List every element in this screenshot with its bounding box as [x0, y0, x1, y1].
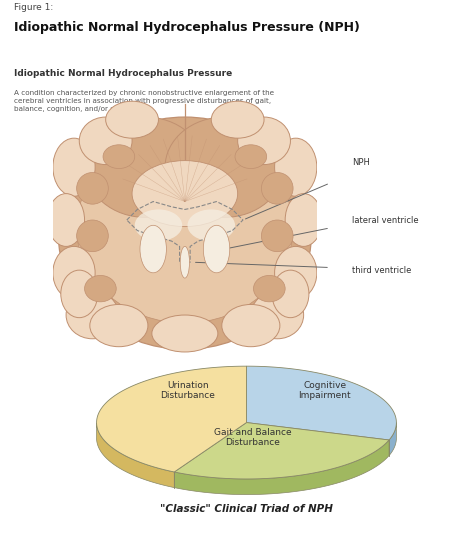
Ellipse shape [47, 193, 84, 246]
Ellipse shape [274, 138, 317, 196]
Ellipse shape [188, 209, 235, 241]
Ellipse shape [237, 117, 291, 165]
Ellipse shape [77, 220, 109, 252]
Polygon shape [97, 366, 246, 472]
Text: Cognitive
Impairment: Cognitive Impairment [298, 381, 351, 400]
Text: NPH: NPH [352, 158, 370, 167]
Ellipse shape [274, 246, 317, 299]
Polygon shape [246, 366, 396, 440]
Text: lateral ventricle: lateral ventricle [352, 216, 419, 225]
Ellipse shape [211, 101, 264, 138]
Polygon shape [389, 423, 396, 456]
Polygon shape [174, 440, 389, 495]
Ellipse shape [222, 304, 280, 346]
Text: A condition characterized by chronic nonobstructive enlargement of the
cerebral : A condition characterized by chronic non… [14, 90, 274, 111]
Ellipse shape [79, 117, 132, 165]
Ellipse shape [152, 315, 218, 352]
Ellipse shape [61, 270, 98, 318]
Text: Idiopathic Normal Hydrocephalus Pressure (NPH): Idiopathic Normal Hydrocephalus Pressure… [14, 21, 360, 34]
Text: Urination
Disturbance: Urination Disturbance [160, 381, 215, 400]
Ellipse shape [66, 291, 119, 339]
Ellipse shape [135, 209, 182, 241]
Ellipse shape [90, 304, 148, 346]
Ellipse shape [140, 225, 166, 273]
Text: Idiopathic Normal Hydrocephalus Pressure: Idiopathic Normal Hydrocephalus Pressure [14, 69, 232, 78]
Ellipse shape [165, 117, 284, 217]
Ellipse shape [251, 291, 304, 339]
Text: Figure 1:: Figure 1: [14, 3, 54, 12]
Text: third ventricle: third ventricle [352, 266, 412, 275]
Text: "Classic" Clinical Triad of NPH: "Classic" Clinical Triad of NPH [160, 504, 333, 514]
Ellipse shape [272, 270, 309, 318]
Ellipse shape [77, 133, 293, 323]
Ellipse shape [132, 160, 237, 227]
Ellipse shape [180, 246, 190, 278]
Ellipse shape [58, 117, 311, 349]
Polygon shape [174, 423, 389, 479]
Text: Gait and Balance
Disturbance: Gait and Balance Disturbance [214, 427, 292, 447]
Ellipse shape [261, 173, 293, 204]
Ellipse shape [203, 225, 230, 273]
Ellipse shape [84, 276, 116, 302]
Ellipse shape [261, 220, 293, 252]
Ellipse shape [86, 117, 205, 217]
Ellipse shape [53, 138, 95, 196]
Ellipse shape [103, 145, 135, 168]
Ellipse shape [77, 173, 109, 204]
Ellipse shape [285, 193, 322, 246]
Ellipse shape [106, 101, 158, 138]
Ellipse shape [235, 145, 267, 168]
Polygon shape [97, 423, 174, 488]
Ellipse shape [254, 276, 285, 302]
Ellipse shape [53, 246, 95, 299]
